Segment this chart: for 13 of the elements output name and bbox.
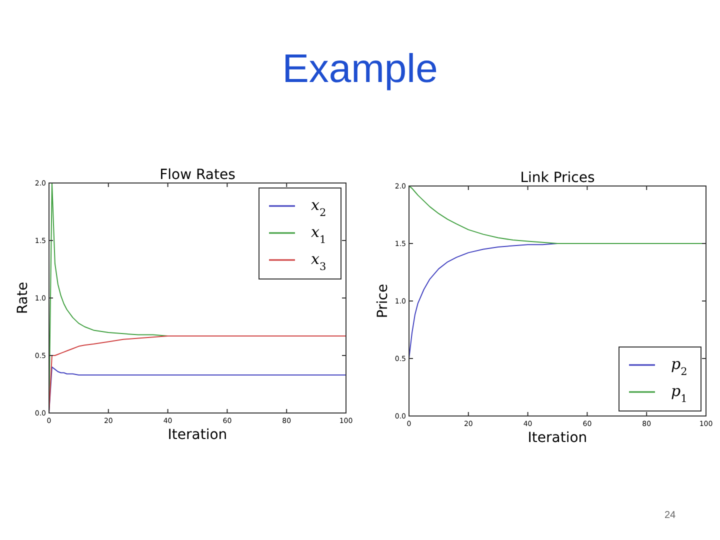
y-axis-title: Price (375, 284, 391, 318)
legend-label: p$_{1}$ (671, 382, 688, 405)
legend-label: x$_{2}$ (311, 196, 326, 219)
chart-title: Link Prices (520, 170, 595, 186)
legend-label: x$_{3}$ (311, 250, 326, 273)
x-axis-title: Iteration (168, 427, 228, 443)
x-axis-title: Iteration (528, 430, 588, 446)
chart-title: Flow Rates (160, 167, 236, 183)
y-axis-title: Rate (15, 282, 31, 314)
text: Example (282, 47, 438, 91)
legend-label: x$_{1}$ (311, 223, 326, 246)
text: 24 (664, 510, 676, 521)
legend-label: p$_{2}$ (671, 355, 688, 378)
